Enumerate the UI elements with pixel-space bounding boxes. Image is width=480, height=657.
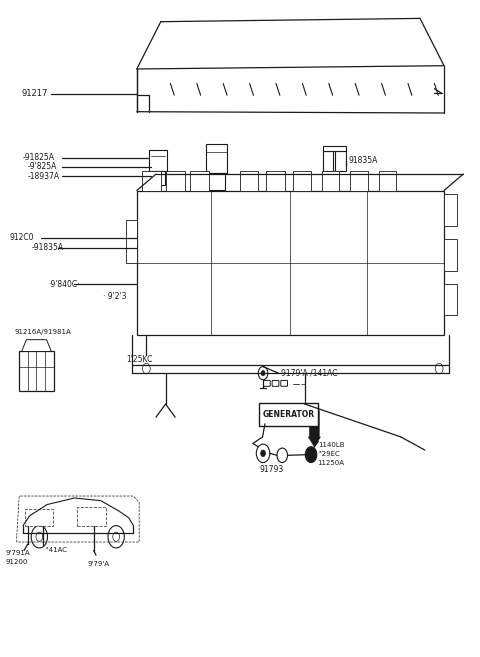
Bar xyxy=(19,351,54,391)
Bar xyxy=(335,151,346,171)
Bar xyxy=(240,171,258,191)
Text: 1140LB: 1140LB xyxy=(318,442,345,448)
Bar xyxy=(322,171,339,191)
Bar xyxy=(166,171,185,191)
Text: 91216A/91981A: 91216A/91981A xyxy=(14,328,71,335)
Text: ''29EC: ''29EC xyxy=(318,451,340,457)
Text: 9'791A: 9'791A xyxy=(6,550,30,556)
Text: 1'25KC: 1'25KC xyxy=(126,355,152,364)
Bar xyxy=(77,507,106,526)
Bar xyxy=(206,144,227,173)
Circle shape xyxy=(277,448,288,463)
Bar xyxy=(149,150,167,171)
Bar xyxy=(444,239,457,271)
Text: -18937A: -18937A xyxy=(28,171,60,181)
Bar xyxy=(266,171,285,191)
Bar xyxy=(126,220,137,263)
Circle shape xyxy=(108,526,124,548)
Circle shape xyxy=(143,363,150,374)
Text: 9179'A /141AC: 9179'A /141AC xyxy=(281,369,337,378)
Bar xyxy=(142,171,161,191)
Circle shape xyxy=(261,450,265,457)
Bar xyxy=(350,171,368,191)
Circle shape xyxy=(256,444,270,463)
Bar xyxy=(293,171,311,191)
Bar xyxy=(208,173,225,190)
Bar xyxy=(379,171,396,191)
FancyArrow shape xyxy=(309,411,321,447)
Text: 91200: 91200 xyxy=(6,558,28,565)
Circle shape xyxy=(435,363,443,374)
Text: -91835A: -91835A xyxy=(31,243,63,252)
Bar xyxy=(25,509,53,526)
Bar xyxy=(151,171,165,185)
Circle shape xyxy=(258,367,268,380)
Circle shape xyxy=(36,532,43,541)
Text: 912C0: 912C0 xyxy=(10,233,34,242)
Text: 91835A: 91835A xyxy=(348,156,378,166)
Text: 91793: 91793 xyxy=(259,464,284,474)
Text: 91217: 91217 xyxy=(22,89,48,99)
Text: ·9'840C·: ·9'840C· xyxy=(48,280,80,289)
FancyBboxPatch shape xyxy=(281,380,288,386)
Text: 9'79'A: 9'79'A xyxy=(88,560,110,567)
Text: -9'825A: -9'825A xyxy=(28,162,57,171)
Text: GENERATOR: GENERATOR xyxy=(263,410,314,419)
Bar xyxy=(323,151,333,171)
Circle shape xyxy=(31,526,48,548)
Circle shape xyxy=(305,447,317,463)
Text: · 9'2'3: · 9'2'3 xyxy=(103,292,127,302)
Polygon shape xyxy=(22,340,51,351)
Bar xyxy=(444,194,457,226)
Circle shape xyxy=(261,371,265,376)
Text: 11250A: 11250A xyxy=(317,460,344,466)
Text: -91825A: -91825A xyxy=(23,153,55,162)
Bar xyxy=(190,171,209,191)
Bar xyxy=(444,284,457,315)
Text: ''41AC: ''41AC xyxy=(46,547,68,553)
Bar xyxy=(323,146,346,151)
FancyBboxPatch shape xyxy=(272,380,279,386)
Circle shape xyxy=(113,532,120,541)
FancyBboxPatch shape xyxy=(259,403,318,426)
Bar xyxy=(137,191,444,335)
FancyBboxPatch shape xyxy=(264,380,270,386)
